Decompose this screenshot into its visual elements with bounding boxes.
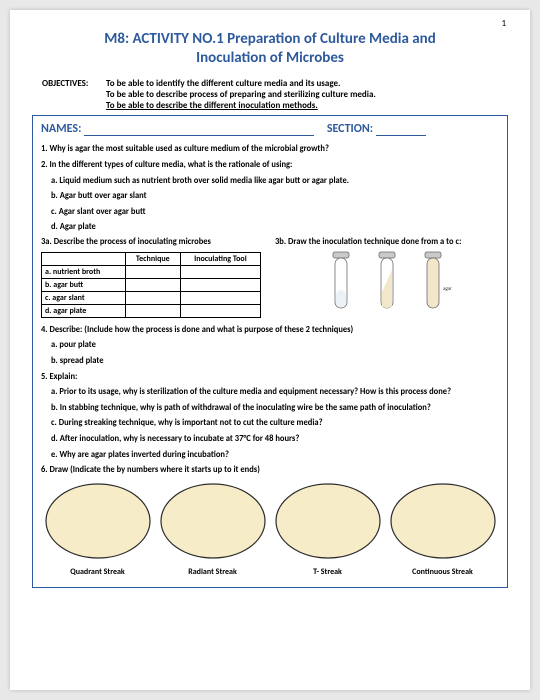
question-2b: b. Agar butt over agar slant [51, 191, 499, 202]
table-row: c. agar slant [42, 291, 261, 304]
table-row: d. agar plate [42, 304, 261, 317]
objective-2: To be able to describe process of prepar… [106, 89, 376, 100]
plate-icon [389, 482, 497, 560]
tube-icon-b [367, 250, 407, 320]
row-b: b. agar butt [42, 278, 126, 291]
question-2d: d. Agar plate [51, 222, 499, 233]
objectives-label: OBJECTIVES: [42, 78, 104, 89]
question-4a: a. pour plate [51, 340, 499, 351]
objective-1: To be able to identify the different cul… [106, 78, 340, 89]
question-6: 6. Draw (Indicate the by numbers where i… [41, 465, 499, 476]
worksheet-box: NAMES: SECTION: 1. Why is agar the most … [32, 115, 508, 588]
table-row: a. nutrient broth [42, 265, 261, 278]
technique-table: Technique Inoculating Tool a. nutrient b… [41, 252, 261, 318]
table-header-tool: Inoculating Tool [180, 252, 260, 265]
plate-icon [159, 482, 267, 560]
cell[interactable] [180, 278, 260, 291]
table-row: b. agar butt [42, 278, 261, 291]
question-5e: e. Why are agar plates inverted during i… [51, 450, 499, 461]
page-number: 1 [501, 18, 506, 29]
page-title: M8: ACTIVITY NO.1 Preparation of Culture… [32, 30, 508, 68]
question-1: 1. Why is agar the most suitable used as… [41, 144, 499, 155]
plate-quadrant: Quadrant Streak [41, 482, 154, 577]
question-3b: 3b. Draw the inoculation technique done … [275, 237, 499, 248]
names-label: NAMES: [41, 122, 81, 136]
question-2a: a. Liquid medium such as nutrient broth … [51, 176, 499, 187]
tube-icon-c: agar [413, 250, 453, 320]
cell[interactable] [180, 265, 260, 278]
question-5: 5. Explain: [41, 372, 499, 383]
row-a: a. nutrient broth [42, 265, 126, 278]
worksheet-page: 1 M8: ACTIVITY NO.1 Preparation of Cultu… [10, 10, 530, 690]
cell[interactable] [180, 304, 260, 317]
question-4: 4. Describe: (Include how the process is… [41, 325, 499, 336]
question-5c: c. During streaking technique, why is im… [51, 418, 499, 429]
plate-radiant: Radiant Streak [156, 482, 269, 577]
title-line-1: M8: ACTIVITY NO.1 Preparation of Culture… [32, 30, 508, 49]
cell[interactable] [125, 265, 180, 278]
names-input-line[interactable] [84, 124, 314, 136]
table-header-technique: Technique [125, 252, 180, 265]
objective-3: To be able to describe the different ino… [106, 100, 318, 111]
question-5b: b. In stabbing technique, why is path of… [51, 403, 499, 414]
title-line-2: Inoculation of Microbes [32, 49, 508, 68]
objectives-block: OBJECTIVES: To be able to identify the d… [42, 78, 508, 112]
cell[interactable] [125, 304, 180, 317]
svg-text:agar: agar [443, 286, 452, 292]
table-header-blank [42, 252, 126, 265]
section-input-line[interactable] [376, 124, 426, 136]
row-d: d. agar plate [42, 304, 126, 317]
question-2: 2. In the different types of culture med… [41, 160, 499, 171]
row-c: c. agar slant [42, 291, 126, 304]
plate-label: T- Streak [271, 567, 384, 577]
section-label: SECTION: [327, 122, 373, 136]
question-4b: b. spread plate [51, 356, 499, 367]
cell[interactable] [125, 278, 180, 291]
plate-continuous: Continuous Streak [386, 482, 499, 577]
names-section-row: NAMES: SECTION: [41, 122, 499, 136]
plate-label: Continuous Streak [386, 567, 499, 577]
question-5a: a. Prior to its usage, why is sterilizat… [51, 387, 499, 398]
plate-label: Radiant Streak [156, 567, 269, 577]
question-5d: d. After inoculation, why is necessary t… [51, 434, 499, 445]
question-3a: 3a. Describe the process of inoculating … [41, 237, 265, 248]
table-header-row: Technique Inoculating Tool [42, 252, 261, 265]
plate-icon [44, 482, 152, 560]
question-2c: c. Agar slant over agar butt [51, 207, 499, 218]
plates-row: Quadrant Streak Radiant Streak T- Streak… [41, 482, 499, 577]
cell[interactable] [125, 291, 180, 304]
tubes-diagram: agar [275, 250, 499, 320]
plate-t: T- Streak [271, 482, 384, 577]
cell[interactable] [180, 291, 260, 304]
tube-icon-a [321, 250, 361, 320]
plate-icon [274, 482, 382, 560]
plate-label: Quadrant Streak [41, 567, 154, 577]
